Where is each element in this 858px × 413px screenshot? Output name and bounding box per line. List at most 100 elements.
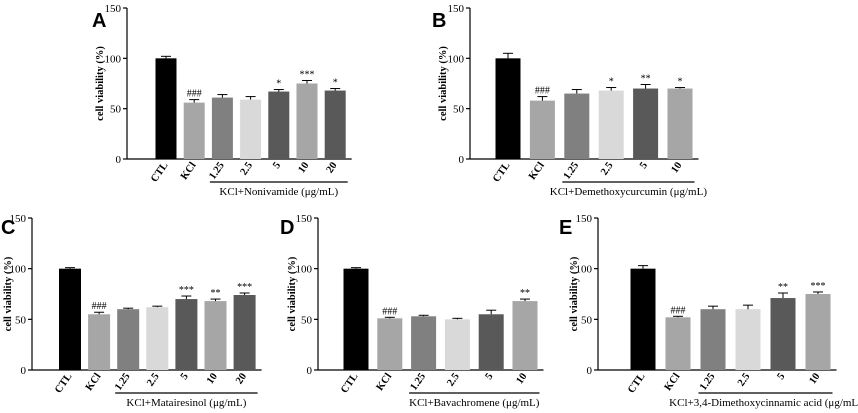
significance-label: ** (211, 288, 221, 299)
y-tick-label: 0 (459, 154, 465, 166)
x-tick-label: 1.25 (698, 371, 718, 392)
x-tick-label: 5 (179, 371, 191, 382)
y-axis-label: cell viability (%) (287, 256, 298, 331)
bar (478, 314, 504, 370)
y-tick-label: 0 (307, 365, 313, 377)
bar (735, 309, 761, 370)
bar (495, 58, 521, 160)
bar (183, 102, 205, 159)
bar (117, 309, 140, 370)
bar (296, 83, 318, 159)
panel-letter: A (92, 10, 106, 32)
significance-label: * (609, 77, 614, 88)
x-tick-label: CTL (53, 371, 74, 395)
x-tick-label: 5 (638, 160, 650, 171)
significance-label: ### (535, 86, 550, 97)
bar (700, 309, 726, 370)
x-tick-label: 20 (234, 371, 249, 386)
y-tick-label: 150 (10, 213, 27, 225)
x-tick-label: 5 (775, 371, 787, 382)
x-tick-label: 10 (205, 371, 220, 386)
bar (444, 319, 470, 370)
bar (343, 268, 369, 370)
x-tick-label: 1.25 (562, 160, 582, 181)
y-tick-label: 50 (301, 314, 313, 326)
bar (770, 298, 796, 370)
bar (59, 268, 81, 370)
y-tick-label: 50 (15, 314, 27, 326)
significance-label: ** (641, 74, 651, 85)
significance-label: ### (382, 306, 397, 317)
x-tick-label: 2.5 (599, 160, 616, 177)
panel-letter: B (432, 10, 446, 32)
y-tick-label: 150 (105, 3, 122, 15)
x-tick-label: 10 (514, 371, 529, 386)
y-tick-label: 50 (110, 104, 122, 116)
significance-label: *** (300, 69, 315, 80)
y-tick-label: 0 (21, 365, 27, 377)
x-tick-label: 20 (325, 160, 340, 175)
x-tick-label: 10 (807, 371, 822, 386)
significance-label: * (333, 78, 338, 89)
bar (204, 301, 227, 370)
x-tick-label: 5 (484, 371, 496, 382)
x-tick-label: 2.5 (239, 160, 256, 177)
x-tick-label: CTL (149, 160, 170, 184)
y-axis-label: cell viability (%) (3, 256, 14, 331)
bar (155, 58, 177, 160)
x-tick-label: KCl (84, 371, 104, 393)
bar (529, 100, 555, 159)
x-tick-label: CTL (491, 160, 512, 184)
significance-label: * (276, 79, 281, 90)
significance-label: *** (179, 285, 194, 296)
bar (233, 295, 256, 370)
x-tick-label: CTL (626, 371, 647, 395)
bar (665, 317, 691, 370)
y-tick-label: 50 (581, 314, 593, 326)
bar (268, 91, 290, 159)
y-tick-label: 50 (453, 104, 465, 116)
x-tick-label: 2.5 (445, 371, 462, 388)
x-tick-label: KCl (179, 160, 199, 182)
y-tick-label: 0 (587, 365, 593, 377)
x-tick-label: KCl (375, 371, 395, 393)
bar (411, 316, 437, 370)
x-tick-label: 1.25 (409, 371, 429, 392)
x-tick-label: 5 (271, 160, 283, 171)
bar (377, 318, 403, 370)
panel-letter: E (559, 217, 572, 239)
significance-label: *** (237, 282, 252, 293)
group-label: KCl+Demethoxycurcumin (μg/mL) (550, 186, 708, 198)
y-tick-label: 100 (296, 264, 313, 276)
y-tick-label: 150 (448, 3, 465, 15)
y-axis-label: cell viability (%) (95, 46, 106, 121)
bar (240, 99, 262, 159)
y-tick-label: 100 (10, 264, 27, 276)
bar (598, 90, 624, 159)
bar (175, 299, 198, 370)
bar (633, 88, 659, 159)
significance-label: *** (811, 281, 826, 292)
x-tick-label: 2.5 (736, 371, 753, 388)
y-axis-label: cell viability (%) (438, 46, 449, 121)
significance-label: ** (778, 282, 788, 293)
bar (564, 93, 590, 159)
bar (88, 314, 111, 370)
x-tick-label: 10 (669, 160, 684, 175)
x-tick-label: 10 (296, 160, 311, 175)
group-label: KCl+Bavachromene (μg/mL) (409, 397, 540, 409)
y-tick-label: 0 (116, 154, 122, 166)
bar (324, 90, 346, 159)
significance-label: ** (520, 288, 530, 299)
bar (805, 294, 831, 370)
x-tick-label: 1.25 (207, 160, 227, 181)
significance-label: ### (671, 305, 686, 316)
y-tick-label: 150 (576, 213, 593, 225)
significance-label: ### (92, 301, 107, 312)
